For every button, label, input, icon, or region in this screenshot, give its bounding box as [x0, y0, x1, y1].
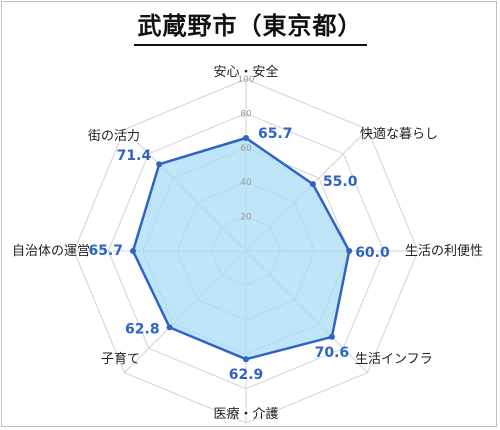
- data-point-6: [166, 324, 173, 331]
- tick-label-40: 40: [240, 178, 252, 188]
- data-label-6: 62.8: [125, 321, 160, 337]
- category-label-6: 子育て: [101, 351, 140, 367]
- category-label-1: 安心・安全: [213, 64, 278, 80]
- data-point-7: [130, 248, 136, 254]
- data-point-5: [243, 356, 249, 363]
- series-area: [131, 136, 351, 361]
- category-label-5: 医療・介護: [213, 406, 278, 422]
- chart-title: 武蔵野市（東京都）: [133, 6, 367, 46]
- category-label-2: 快適な暮らし: [360, 126, 438, 142]
- tick-label-100: 100: [237, 75, 254, 85]
- category-label-3: 生活の利便性: [405, 244, 483, 259]
- data-point-4: [328, 333, 335, 340]
- data-label-8: 71.4: [117, 148, 152, 164]
- data-label-3: 60.0: [355, 245, 390, 261]
- title-container: 武蔵野市（東京都）: [0, 6, 500, 46]
- data-label-7: 65.7: [88, 243, 123, 259]
- data-label-5: 62.9: [229, 367, 264, 383]
- data-label-4: 70.6: [315, 345, 350, 361]
- data-label-1: 65.7: [258, 126, 293, 142]
- data-point-1: [243, 135, 249, 141]
- tick-label-60: 60: [240, 144, 252, 154]
- tick-label-80: 80: [240, 109, 252, 119]
- data-point-8: [156, 161, 163, 168]
- category-label-8: 街の活力: [88, 129, 140, 144]
- category-label-7: 自治体の運営: [12, 244, 90, 259]
- data-point-3: [346, 248, 353, 254]
- data-point-2: [309, 181, 316, 188]
- tick-label-20: 20: [240, 213, 252, 223]
- data-label-2: 55.0: [323, 174, 358, 190]
- category-label-4: 生活インフラ: [355, 352, 433, 367]
